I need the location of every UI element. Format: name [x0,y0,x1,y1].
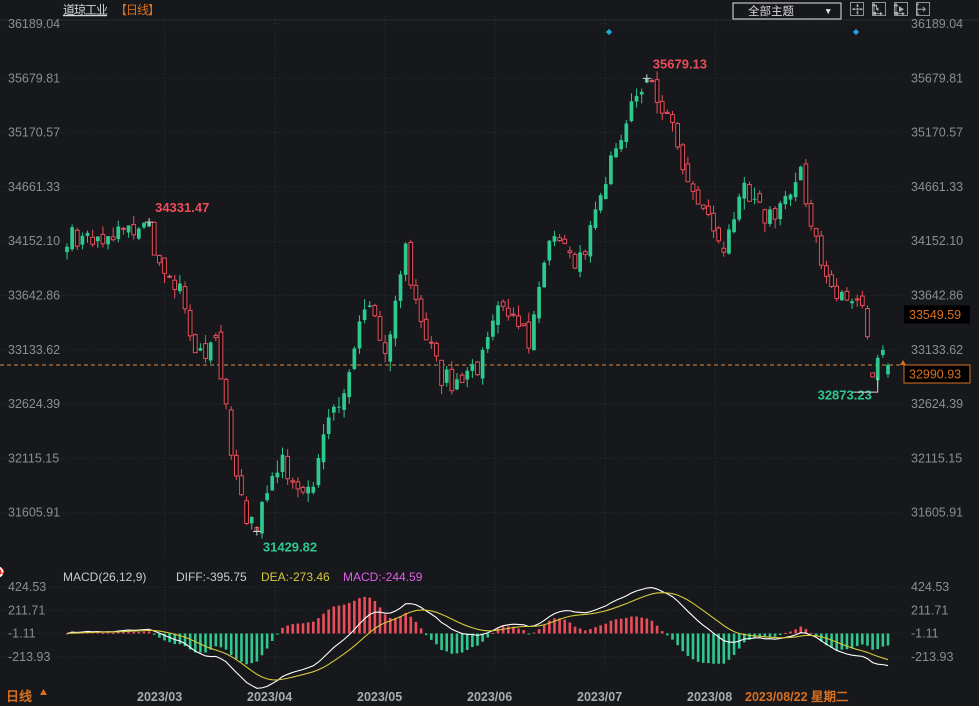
svg-text:32873.23: 32873.23 [818,388,872,403]
svg-text:36189.04: 36189.04 [8,17,60,31]
svg-text:31429.82: 31429.82 [263,540,317,555]
svg-text:35679.81: 35679.81 [8,71,60,85]
svg-text:MACD(26,12,9): MACD(26,12,9) [63,570,146,584]
svg-text:32115.15: 32115.15 [8,451,59,465]
svg-text:全部主题: 全部主题 [748,4,794,18]
svg-text:33133.62: 33133.62 [911,343,963,357]
svg-text:-213.93: -213.93 [8,650,50,664]
svg-text:35679.13: 35679.13 [653,56,707,71]
svg-text:-1.11: -1.11 [911,627,939,641]
svg-text:35170.57: 35170.57 [911,126,963,140]
svg-text:32990.93: 32990.93 [909,368,961,382]
svg-text:35679.81: 35679.81 [911,71,963,85]
svg-text:36189.04: 36189.04 [911,17,963,31]
svg-text:道琼工业: 道琼工业 [63,2,108,17]
svg-text:32624.39: 32624.39 [8,397,60,411]
svg-text:33642.86: 33642.86 [911,289,963,303]
svg-text:34152.10: 34152.10 [911,234,963,248]
svg-text:34152.10: 34152.10 [8,234,60,248]
svg-text:DEA:-273.46: DEA:-273.46 [261,570,330,584]
svg-text:33133.62: 33133.62 [8,343,60,357]
svg-text:2023/06: 2023/06 [467,690,512,704]
svg-text:33642.86: 33642.86 [8,289,60,303]
svg-text:31605.91: 31605.91 [911,506,963,520]
svg-text:2023/08: 2023/08 [687,690,732,704]
svg-text:424.53: 424.53 [8,580,46,594]
svg-text:2023/03: 2023/03 [137,690,182,704]
svg-text:211.71: 211.71 [911,603,948,617]
svg-text:MACD:-244.59: MACD:-244.59 [343,570,423,584]
svg-text:-213.93: -213.93 [911,650,953,664]
svg-text:2023/08/22 星期二: 2023/08/22 星期二 [745,689,849,704]
svg-text:424.53: 424.53 [911,580,949,594]
svg-text:32624.39: 32624.39 [911,397,963,411]
svg-text:▼: ▼ [824,6,832,16]
svg-text:-1.11: -1.11 [8,627,36,641]
svg-text:2023/04: 2023/04 [247,690,292,704]
svg-text:35170.57: 35170.57 [8,126,60,140]
svg-text:34661.33: 34661.33 [911,180,963,194]
svg-text:34661.33: 34661.33 [8,180,60,194]
svg-text:日线: 日线 [6,689,32,704]
svg-text:211.71: 211.71 [8,603,45,617]
svg-text:2023/05: 2023/05 [357,690,402,704]
svg-text:【日线】: 【日线】 [115,3,159,17]
svg-text:34331.47: 34331.47 [155,200,209,215]
svg-text:32115.15: 32115.15 [911,451,962,465]
svg-text:33549.59: 33549.59 [909,308,961,322]
svg-text:DIFF:-395.75: DIFF:-395.75 [176,570,247,584]
svg-text:2023/07: 2023/07 [577,690,622,704]
svg-text:31605.91: 31605.91 [8,506,60,520]
